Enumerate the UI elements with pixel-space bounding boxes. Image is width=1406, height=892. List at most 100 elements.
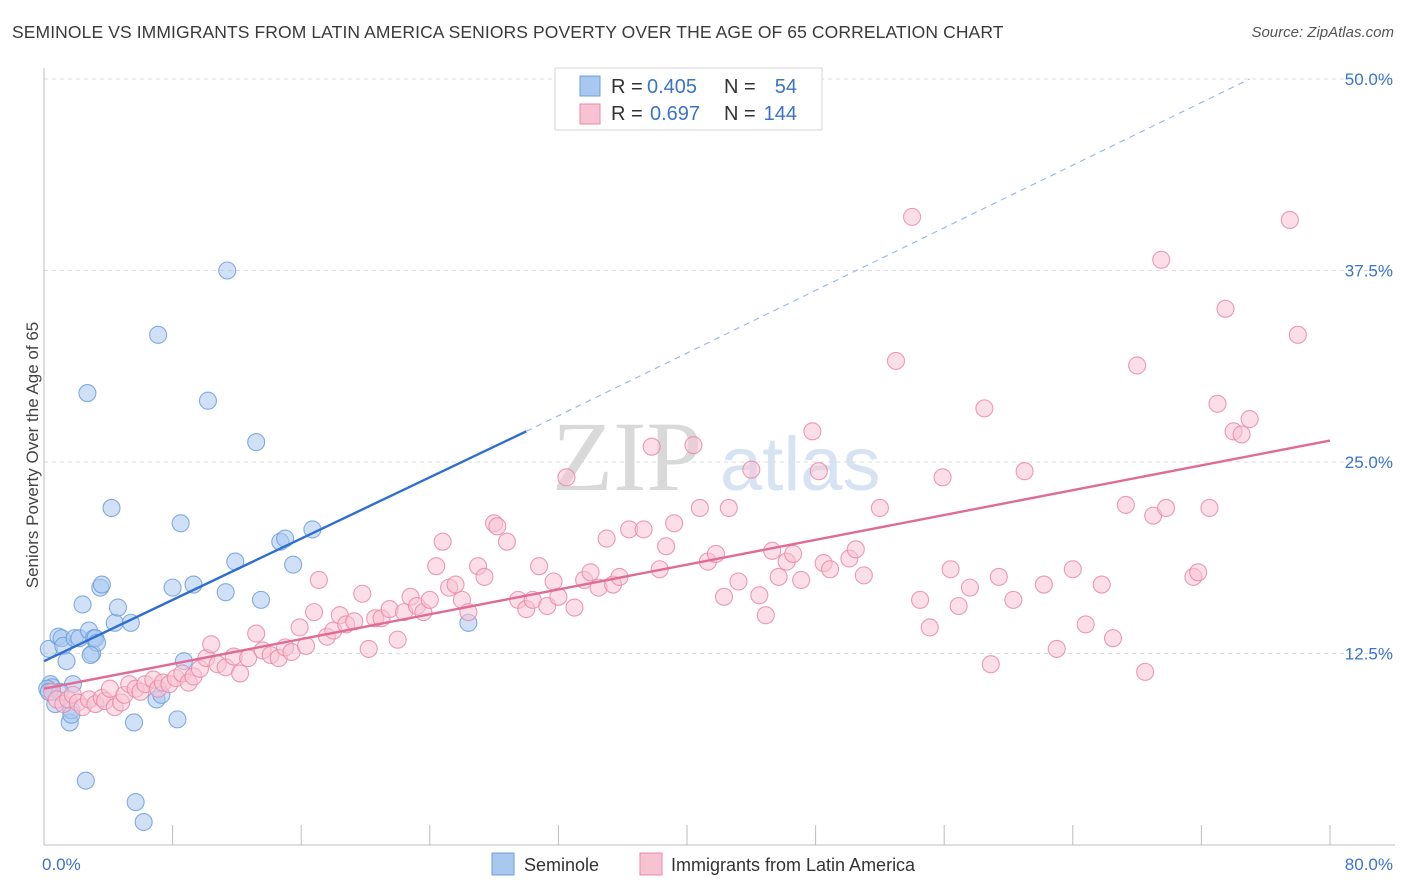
data-point: [57, 652, 76, 671]
data-point: [803, 422, 822, 441]
data-point: [1004, 590, 1023, 609]
data-point: [642, 437, 661, 456]
data-point: [247, 624, 266, 643]
y-tick-label: 12.5%: [1345, 645, 1393, 664]
stats-n-label-1: N =: [724, 76, 756, 98]
data-point: [684, 436, 703, 455]
data-point: [846, 540, 865, 559]
stats-box: R = 0.405 N = 54 R = 0.697 N = 144: [554, 67, 823, 131]
data-point: [1208, 394, 1227, 413]
y-tick-label: 25.0%: [1345, 453, 1393, 472]
data-point: [168, 710, 187, 729]
data-point: [1063, 560, 1082, 579]
stats-n-value-1: 54: [775, 76, 797, 98]
source-label: Source: ZipAtlas.com: [1251, 24, 1394, 41]
data-point: [911, 590, 930, 609]
watermark-zip: ZIP: [552, 401, 702, 512]
trend-line-seminole-extension: [525, 78, 1250, 432]
data-point: [1136, 662, 1155, 681]
data-point: [742, 460, 761, 479]
data-point: [420, 590, 439, 609]
data-point: [657, 537, 676, 556]
data-point: [565, 598, 584, 617]
data-point: [78, 384, 97, 403]
legend-swatch-seminole: [491, 852, 515, 876]
legend-label-seminole: Seminole: [524, 855, 599, 875]
stats-n-label-2: N =: [724, 103, 756, 125]
data-point: [1189, 563, 1208, 582]
data-point: [714, 587, 734, 606]
data-point: [247, 433, 266, 452]
data-points: [38, 207, 1307, 832]
data-point: [981, 655, 1000, 674]
data-point: [1034, 575, 1053, 594]
data-point: [854, 566, 873, 585]
data-point: [821, 560, 840, 579]
data-point: [198, 391, 218, 410]
stats-swatch-immigrants: [579, 103, 601, 125]
series-seminole-points: [38, 261, 478, 832]
data-point: [756, 606, 775, 625]
data-point: [218, 261, 237, 280]
data-point: [544, 572, 563, 591]
data-point: [202, 635, 221, 654]
data-point: [92, 575, 111, 594]
data-point: [475, 567, 494, 586]
data-point: [488, 517, 507, 536]
data-point: [163, 578, 182, 597]
stats-r-label-2: R =: [611, 103, 643, 125]
data-point: [634, 520, 653, 539]
data-point: [284, 555, 303, 574]
stats-swatch-seminole: [579, 75, 601, 97]
data-point: [388, 630, 407, 649]
data-point: [124, 713, 144, 732]
data-point: [597, 529, 616, 548]
y-tick-label: 50.0%: [1345, 70, 1393, 89]
data-point: [1047, 639, 1066, 658]
data-point: [1200, 498, 1219, 518]
data-point: [690, 498, 709, 518]
data-point: [1156, 498, 1176, 518]
data-point: [975, 399, 994, 418]
data-point: [108, 598, 127, 617]
data-point: [149, 325, 168, 344]
data-point: [1280, 210, 1299, 229]
data-point: [1116, 495, 1135, 514]
data-point: [719, 498, 738, 518]
data-point: [530, 557, 549, 576]
tick-labels: 12.5% 25.0% 37.5% 50.0% 0.0% 80.0%: [42, 70, 1393, 874]
data-point: [353, 584, 372, 603]
data-point: [1128, 356, 1147, 375]
data-point: [359, 639, 378, 658]
data-point: [729, 572, 748, 591]
data-point: [792, 570, 811, 590]
data-point: [886, 351, 906, 370]
x-tick-label: 0.0%: [42, 855, 81, 874]
data-point: [446, 575, 465, 594]
stats-r-value-1: 0.405: [647, 76, 697, 98]
data-point: [989, 567, 1008, 586]
data-point: [933, 468, 952, 487]
data-point: [76, 771, 95, 790]
data-point: [809, 462, 828, 481]
data-point: [134, 812, 153, 832]
y-tick-label: 37.5%: [1345, 262, 1393, 281]
data-point: [960, 578, 979, 597]
x-tick-label: 80.0%: [1345, 855, 1393, 874]
data-point: [581, 563, 600, 582]
data-point: [763, 541, 782, 560]
data-point: [949, 596, 968, 616]
data-point: [290, 618, 309, 637]
data-point: [750, 586, 769, 605]
data-point: [1092, 575, 1111, 594]
data-point: [433, 532, 452, 551]
data-point: [941, 560, 960, 579]
data-point: [920, 618, 939, 637]
data-point: [1240, 410, 1259, 429]
data-point: [216, 583, 235, 602]
data-point: [1076, 615, 1095, 634]
trend-lines: [43, 78, 1331, 690]
data-point: [102, 498, 121, 518]
axes: [43, 68, 1395, 846]
